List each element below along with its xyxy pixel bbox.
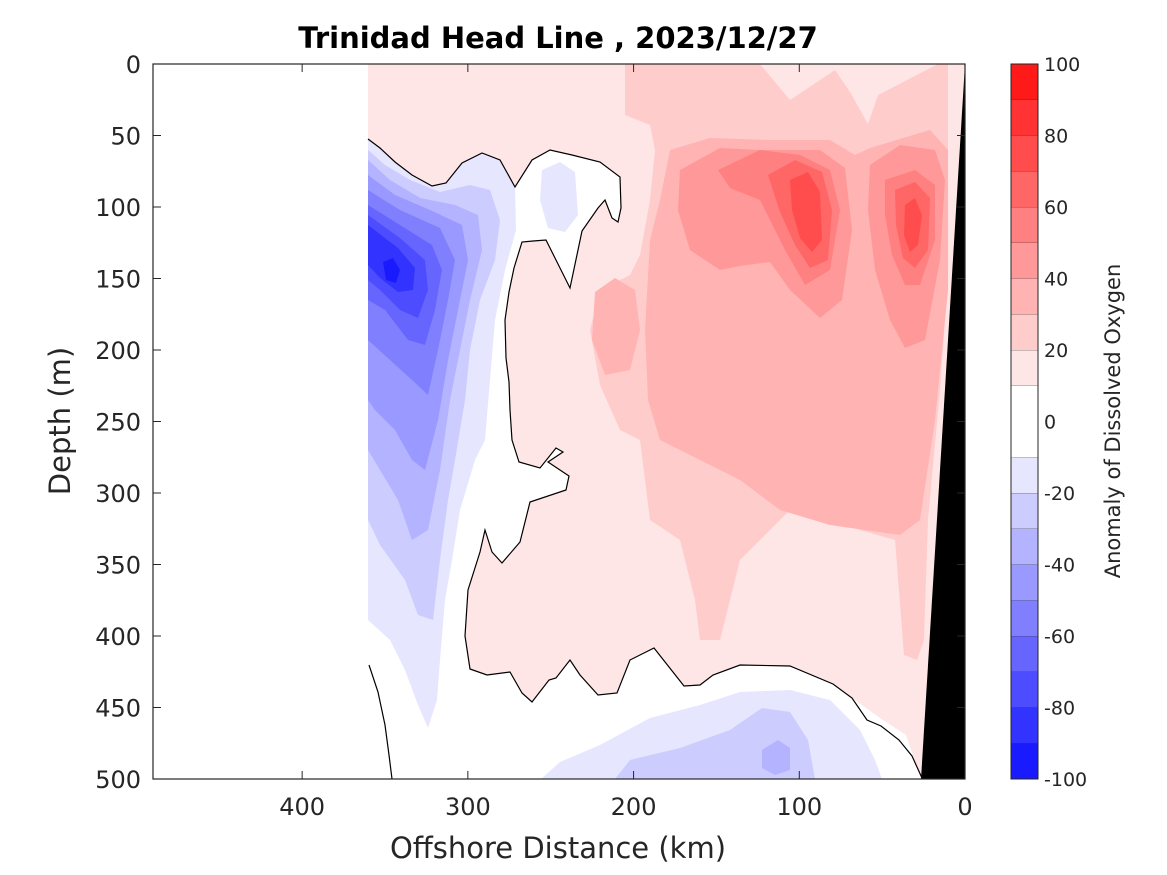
y-tick-label: 0	[126, 51, 141, 79]
x-tick-label: 0	[957, 793, 972, 821]
y-tick-label: 200	[95, 337, 141, 365]
y-tick-label: 250	[95, 409, 141, 437]
colorbar-segment	[1011, 457, 1038, 493]
colorbar-segment	[1011, 314, 1038, 350]
x-axis-title: Offshore Distance (km)	[390, 831, 726, 865]
colorbar-segment	[1011, 99, 1038, 136]
x-tick-label: 100	[776, 793, 822, 821]
colorbar-segment	[1011, 564, 1038, 601]
colorbar-segment	[1011, 278, 1038, 315]
colorbar-segment	[1011, 350, 1038, 386]
colorbar-tick-label: -40	[1044, 555, 1075, 577]
anomaly-core-pos-70	[790, 172, 822, 252]
colorbar-segment	[1011, 493, 1038, 529]
colorbar-segment	[1011, 600, 1038, 636]
colorbar-segment	[1011, 743, 1038, 779]
y-tick-label: 300	[95, 480, 141, 508]
y-tick-label: 400	[95, 623, 141, 651]
x-axis-ticks: 400 300 200 100 0	[279, 64, 973, 821]
zero-contour-line-lower	[368, 664, 393, 779]
colorbar-tick-label: 60	[1044, 197, 1068, 219]
y-tick-label: 450	[95, 695, 141, 723]
anomaly-patch-pos-30-a	[592, 278, 640, 375]
colorbar-tick-label: 100	[1044, 54, 1080, 76]
zero-contour-line-upper	[367, 138, 923, 779]
colorbar-segment	[1011, 207, 1038, 243]
colorbar-tick-label: 0	[1044, 412, 1056, 434]
anomaly-patch-deep-neg-30	[762, 740, 790, 775]
colorbar-tick-label: 20	[1044, 340, 1068, 362]
seafloor-mask	[921, 64, 965, 779]
x-tick-label: 200	[611, 793, 657, 821]
colorbar-segment	[1011, 636, 1038, 672]
colorbar-frame	[1010, 63, 1039, 780]
x-tick-label: 300	[445, 793, 491, 821]
zero-contour-lines	[367, 138, 923, 779]
colorbar-tick-label: 80	[1044, 126, 1068, 148]
colorbar-segment	[1011, 135, 1038, 172]
anomaly-core-neg-90	[383, 258, 400, 283]
colorbar-tick-label: -60	[1044, 626, 1075, 648]
colorbar-segment	[1011, 385, 1038, 458]
anomaly-patch-neg-10-a	[540, 162, 578, 232]
colorbar-tick-label: -100	[1044, 769, 1087, 791]
y-tick-label: 100	[95, 194, 141, 222]
colorbar-tick-label: 40	[1044, 269, 1068, 291]
anomaly-band-neg-80	[368, 225, 415, 292]
colorbar	[1011, 63, 1038, 779]
colorbar-title: Anomaly of Dissolved Oxygen	[1101, 264, 1125, 579]
colorbar-segment	[1011, 528, 1038, 565]
y-tick-label: 350	[95, 552, 141, 580]
x-tick-label: 400	[279, 793, 325, 821]
colorbar-segment	[1011, 64, 1038, 100]
y-axis-title: Depth (m)	[43, 347, 77, 495]
colorbar-ticks: 100 80 60 40 20 0 -20 -40 -60 -80 -100	[1044, 54, 1087, 791]
colorbar-segment	[1011, 707, 1038, 744]
colorbar-tick-label: -20	[1044, 483, 1075, 505]
y-axis-ticks: 0 50 100 150 200 250 300 350 400 450 500	[95, 51, 965, 794]
anomaly-core-pos-70-b	[904, 198, 922, 252]
y-tick-label: 50	[110, 123, 141, 151]
contour-layers	[368, 64, 965, 779]
chart-title: Trinidad Head Line , 2023/12/27	[298, 21, 818, 55]
colorbar-segment	[1011, 242, 1038, 279]
colorbar-segment	[1011, 171, 1038, 207]
y-tick-label: 500	[95, 766, 141, 794]
colorbar-tick-label: -80	[1044, 698, 1075, 720]
y-tick-label: 150	[95, 266, 141, 294]
colorbar-segment	[1011, 671, 1038, 708]
